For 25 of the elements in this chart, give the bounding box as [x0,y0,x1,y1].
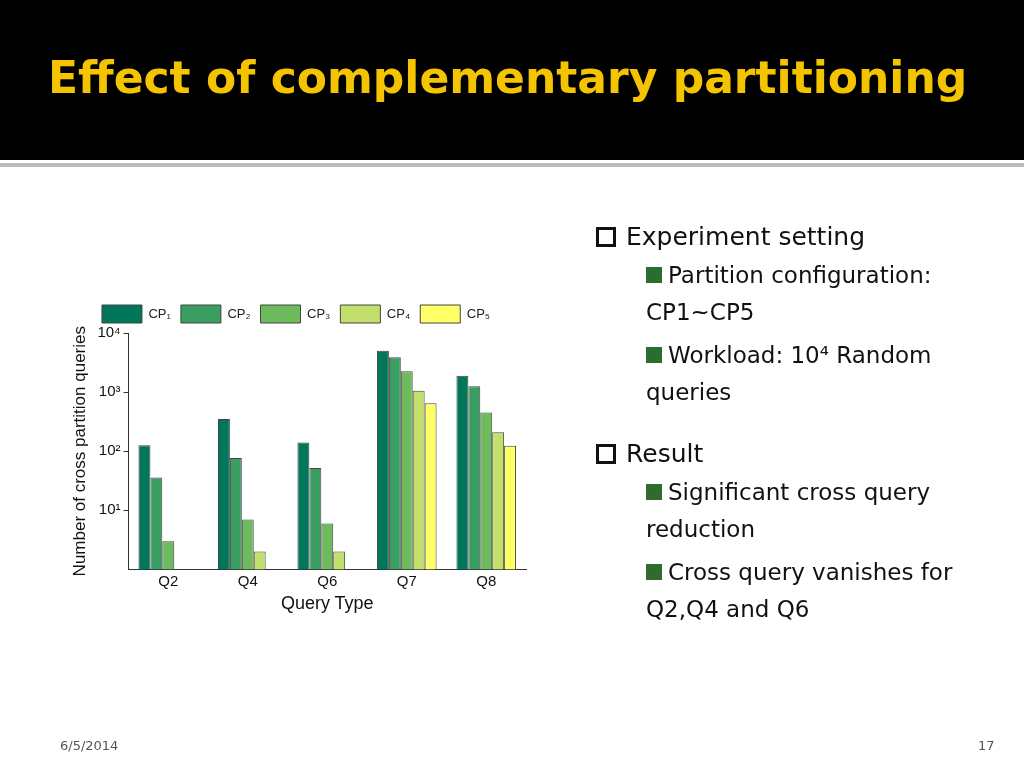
x-tick-label: Q2 [158,571,179,589]
text: Experiment setting [626,222,866,251]
y-tick-label: 10³ [98,382,121,400]
text: Partition configuration: CP1~CP5 [646,262,932,325]
y-tick-label: 10⁴ [97,323,121,341]
text: 17 [978,738,995,753]
x-tick-label: Q8 [476,571,497,589]
legend-label: CP₅ [466,305,491,321]
legend-label: CP₂ [227,305,251,321]
legend-label: CP₄ [386,305,411,321]
text: 6/5/2014 [60,738,119,753]
y-tick-label: 10² [98,441,121,459]
legend-label: CP₁ [148,305,172,321]
x-tick-label: Q4 [237,571,258,589]
y-tick-label: 10¹ [98,500,121,518]
text: Significant cross query reduction [646,479,931,542]
x-tick-label: Q6 [317,571,338,589]
legend-label: CP₃ [307,305,331,321]
chart-title: Effect of complementary partitioning [48,52,968,103]
y-axis-title: Number of cross partition queries [69,326,89,577]
text: Result [626,439,704,468]
x-axis-title: Query Type [280,593,374,614]
text: Cross query vanishes for Q2,Q4 and Q6 [646,559,953,622]
text: Workload: 10⁴ Random queries [646,342,932,405]
x-tick-label: Q7 [396,571,417,589]
